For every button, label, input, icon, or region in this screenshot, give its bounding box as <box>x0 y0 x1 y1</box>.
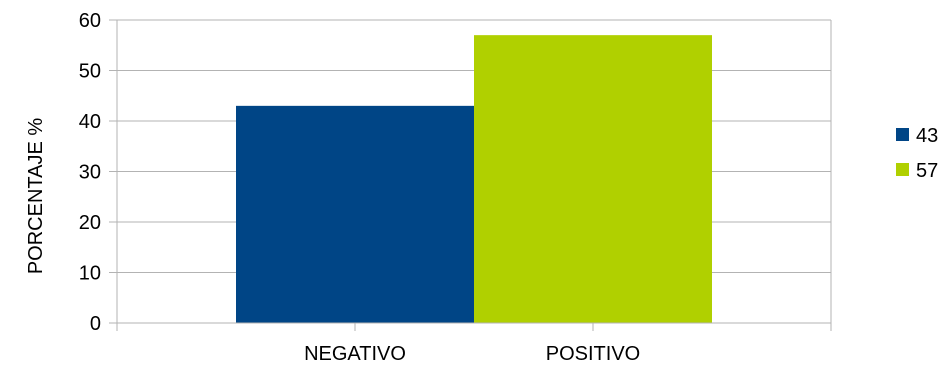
bar-negativo <box>236 105 474 323</box>
legend: 43 57 <box>896 125 938 182</box>
legend-label: 43 <box>916 125 938 147</box>
legend-swatch <box>896 128 909 141</box>
x-tick-labels: NEGATIVO POSITIVO <box>304 343 640 365</box>
bars <box>236 35 712 324</box>
y-tick-labels: 0 10 20 30 40 50 60 <box>79 10 101 335</box>
y-tick-label: 20 <box>79 212 101 234</box>
x-tick-label: NEGATIVO <box>304 343 406 365</box>
y-tick-label: 60 <box>79 10 101 32</box>
y-tick-label: 50 <box>79 61 101 83</box>
legend-swatch <box>896 163 909 176</box>
y-tick-label: 30 <box>79 162 101 184</box>
y-axis-label: PORCENTAJE % <box>25 118 47 275</box>
y-tick-label: 0 <box>90 313 101 335</box>
bar-positivo <box>474 35 712 324</box>
legend-label: 57 <box>916 160 938 182</box>
y-tick-label: 40 <box>79 111 101 133</box>
axes <box>109 19 832 331</box>
y-tick-label: 10 <box>79 263 101 285</box>
x-tick-label: POSITIVO <box>546 343 640 365</box>
